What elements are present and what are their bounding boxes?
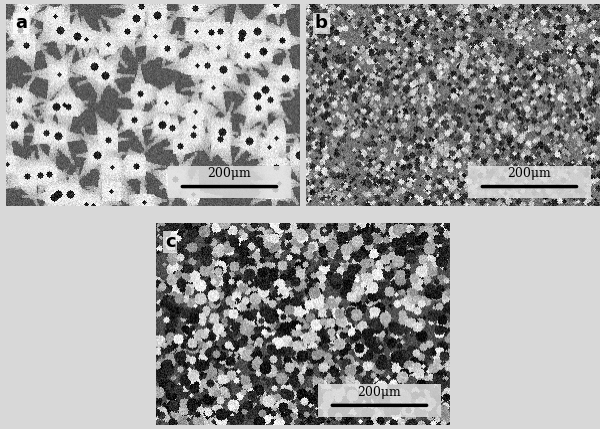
FancyBboxPatch shape: [318, 384, 441, 417]
Text: c: c: [165, 233, 175, 251]
Text: b: b: [315, 15, 328, 32]
Text: 200μm: 200μm: [358, 386, 401, 399]
Text: a: a: [15, 15, 27, 32]
Text: 200μm: 200μm: [208, 167, 251, 180]
Text: 200μm: 200μm: [508, 167, 551, 180]
FancyBboxPatch shape: [168, 166, 291, 198]
FancyBboxPatch shape: [468, 166, 591, 198]
